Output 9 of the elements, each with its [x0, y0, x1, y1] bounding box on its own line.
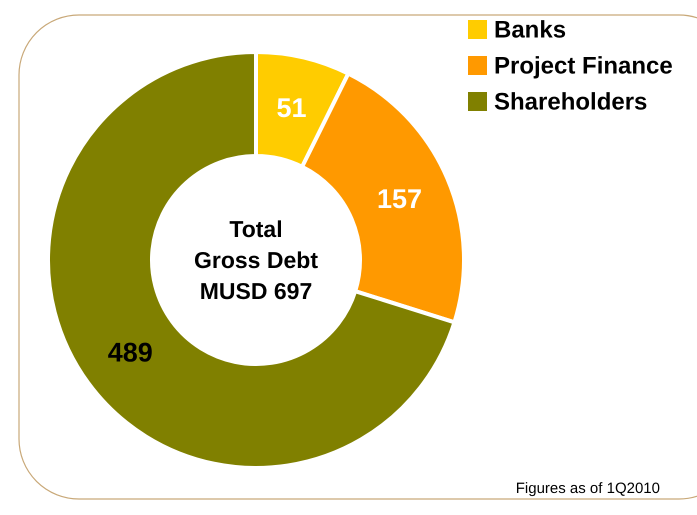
- data-label: 489: [108, 337, 153, 368]
- text: Total Gross Debt: [194, 216, 318, 273]
- legend-label: Banks: [494, 16, 566, 44]
- data-label: 51: [276, 93, 307, 124]
- legend-label: Project Finance: [494, 52, 673, 80]
- legend-label: Shareholders: [494, 88, 648, 116]
- data-label: 157: [376, 184, 422, 214]
- text: Figures as of 1Q2010: [516, 480, 660, 497]
- text: MUSD 697: [200, 278, 312, 304]
